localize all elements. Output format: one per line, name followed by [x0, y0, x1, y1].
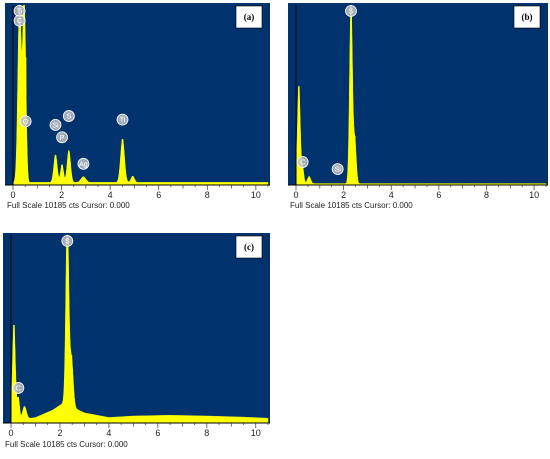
x-tick-label: 0 [10, 190, 15, 200]
x-tick-label: 0 [293, 190, 298, 200]
x-tick-label: 8 [204, 428, 209, 438]
x-axis-strip [3, 423, 270, 441]
x-tick-label: 0 [8, 428, 13, 438]
element-marker-ag: Ag [77, 157, 90, 170]
element-marker-c: C [13, 14, 26, 27]
element-label: C [300, 160, 305, 167]
element-marker-c: C [296, 156, 309, 168]
panel-label-box [235, 5, 263, 29]
panel-label: (b) [522, 12, 533, 22]
element-label: S [65, 239, 70, 246]
panel-label: (a) [244, 12, 255, 22]
panel-b: 0 2 4 6 8 10 S C Si (b) Full Scale 10185 cts Curs… [288, 3, 548, 210]
footer-b: Full Scale 10185 cts Cursor: 0.000 [290, 201, 413, 210]
element-marker-c: C [12, 382, 25, 394]
element-label: P [60, 135, 65, 142]
element-label: Ag [79, 161, 88, 168]
plot-background [288, 3, 548, 191]
element-label: Si [52, 122, 59, 129]
element-label: S [349, 9, 354, 16]
eds-spectrum-c: 0 2 4 6 8 10 S C (c) [3, 233, 270, 441]
x-tick-label: 8 [484, 190, 489, 200]
x-tick-label: 2 [57, 428, 62, 438]
element-label: C [17, 18, 22, 25]
element-label: S [67, 114, 72, 121]
panel-a: 0 2 4 6 8 10 Ti C O Si P S Ag Ti (a) Full Scale 10185 … [5, 3, 270, 210]
element-marker-s: S [62, 110, 75, 122]
x-axis-strip [288, 185, 548, 203]
element-marker-s: S [61, 235, 74, 247]
panel-label-box [513, 5, 541, 29]
x-tick-label: 6 [155, 428, 160, 438]
plot-background [3, 233, 270, 429]
element-marker-s: S [345, 5, 357, 17]
plot-background [5, 3, 270, 191]
element-label: O [23, 119, 29, 126]
element-marker-si: Si [331, 163, 344, 175]
spectrum-area [10, 234, 269, 424]
element-marker-si: Si [49, 119, 62, 131]
panel-c: 0 2 4 6 8 10 S C (c) Full Scale 10185 cts Cursor… [3, 233, 270, 449]
footer-a: Full Scale 10185 cts Cursor: 0.000 [7, 201, 130, 210]
element-marker-p: P [56, 131, 68, 144]
spectrum-area [295, 4, 547, 186]
element-label: C [16, 385, 21, 392]
x-tick-label: 10 [251, 190, 261, 200]
x-tick-label: 10 [251, 428, 261, 438]
x-axis-strip [5, 185, 270, 203]
x-tick-label: 8 [205, 190, 210, 200]
element-marker-o: O [19, 115, 32, 128]
x-tick-label: 4 [389, 190, 394, 200]
element-label: Ti [120, 117, 126, 124]
x-tick-label: 6 [436, 190, 441, 200]
element-label: Ti [17, 9, 23, 16]
element-marker-ti: Ti [116, 113, 129, 126]
eds-spectrum-b: 0 2 4 6 8 10 S C Si (b) [288, 3, 548, 203]
element-label: Si [335, 167, 342, 174]
element-marker-ti: Ti [13, 5, 26, 17]
footer-c: Full Scale 10185 cts Cursor: 0.000 [5, 440, 128, 449]
panel-label-box [235, 235, 263, 259]
x-tick-label: 4 [106, 428, 111, 438]
panel-label: (c) [244, 242, 254, 252]
x-tick-label: 4 [108, 190, 113, 200]
eds-spectrum-a: 0 2 4 6 8 10 Ti C O SiP S Ag Ti (a) [5, 3, 270, 203]
x-tick-label: 6 [156, 190, 161, 200]
x-tick-label: 2 [341, 190, 346, 200]
x-tick-label: 10 [529, 190, 539, 200]
x-tick-label: 2 [59, 190, 64, 200]
